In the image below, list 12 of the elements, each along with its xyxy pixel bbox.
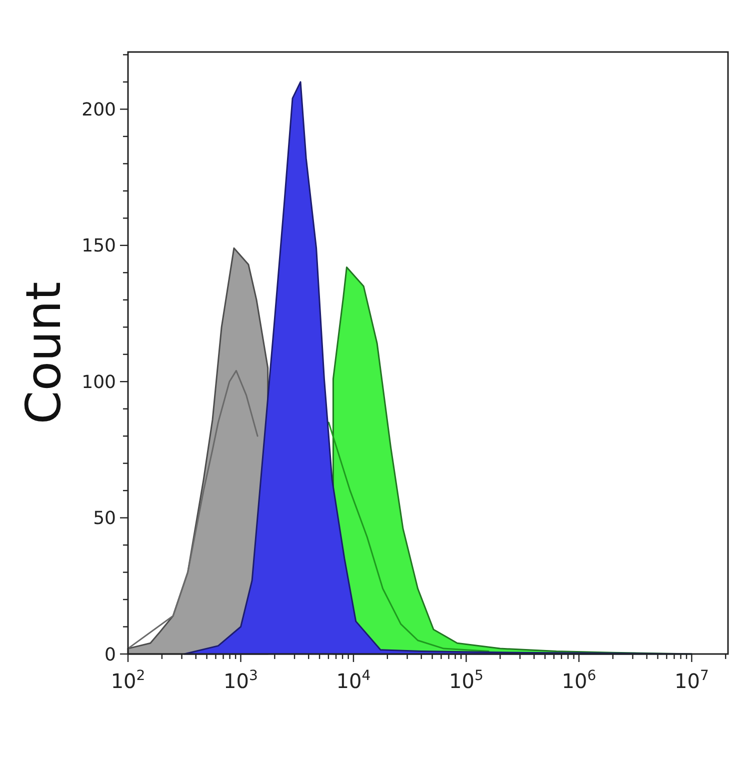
- y-tick-label: 150: [82, 236, 116, 257]
- x-tick-label: 10$^{2}$: [110, 668, 146, 693]
- x-tick-label: 10$^{5}$: [449, 668, 484, 693]
- y-tick-label: 0: [104, 644, 116, 666]
- y-tick-label: 100: [82, 372, 116, 393]
- x-tick-label: 10$^{4}$: [336, 668, 371, 693]
- x-tick-label: 10$^{3}$: [224, 668, 258, 693]
- x-tick-label: 10$^{7}$: [674, 668, 709, 693]
- y-tick-label: 50: [93, 508, 116, 530]
- y-axis-title: Count: [16, 282, 72, 424]
- y-tick-label: 200: [82, 100, 116, 121]
- x-tick-label: 10$^{6}$: [562, 668, 596, 693]
